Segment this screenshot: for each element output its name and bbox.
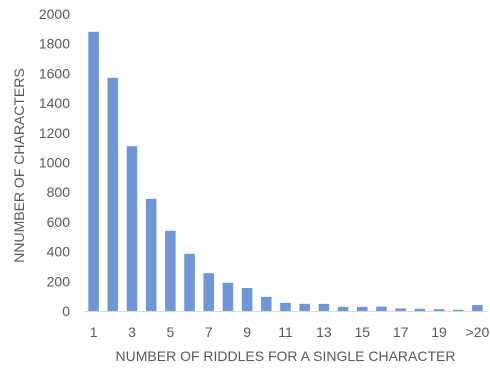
y-tick-label: 0 [62,303,70,319]
bar-2 [107,77,119,311]
bars [88,31,483,311]
y-tick-label: 1000 [39,155,70,171]
y-tick-label: 400 [47,244,71,260]
bar-20 [452,309,464,311]
bar-12 [299,303,310,311]
bar-11 [280,302,291,311]
bar-13 [318,303,330,311]
y-tick-label: 200 [47,273,71,289]
bar-15 [356,306,368,311]
bar-4 [145,198,157,311]
x-tick-label: 13 [316,324,332,340]
bar-14 [337,306,349,311]
y-axis-title: NNUMBER OF CHARACTERS [11,68,27,262]
bar-19 [433,309,445,311]
y-tick-label: 800 [47,184,71,200]
bar-8 [222,282,234,311]
x-tick-label: 17 [393,324,409,340]
bar-18 [414,308,426,311]
bar-17 [395,308,406,311]
bar-1 [88,31,99,311]
x-tick-label: >20 [466,324,490,340]
y-tick-label: 1200 [39,125,70,141]
x-tick-label: 9 [243,324,251,340]
bar-9 [241,287,253,311]
x-axis-title: NUMBER OF RIDDLES FOR A SINGLE CHARACTER [116,348,456,364]
bar-3 [126,146,138,311]
bar-10 [261,296,272,311]
y-tick-label: 600 [47,214,71,230]
x-axis-ticks: 1 3 5 7 9 11 13 15 17 19 >20 [90,324,490,340]
x-tick-label: 1 [90,324,98,340]
x-tick-label: 7 [205,324,213,340]
bar-6 [184,253,195,311]
bar-16 [376,306,387,311]
x-tick-label: 5 [166,324,174,340]
y-tick-label: 1800 [39,36,70,52]
bar-5 [165,230,176,311]
y-tick-label: 2000 [39,6,70,22]
bar-7 [203,273,215,311]
y-axis-ticks: 0 200 400 600 800 1000 1200 1400 1600 1800 2000 [39,6,70,319]
y-tick-label: 1400 [39,95,70,111]
x-tick-label: 3 [128,324,136,340]
x-tick-label: 15 [354,324,370,340]
x-tick-label: 11 [278,324,293,340]
y-tick-label: 1600 [39,65,70,81]
x-tick-label: 19 [431,324,447,340]
bar-gt20 [472,305,483,311]
